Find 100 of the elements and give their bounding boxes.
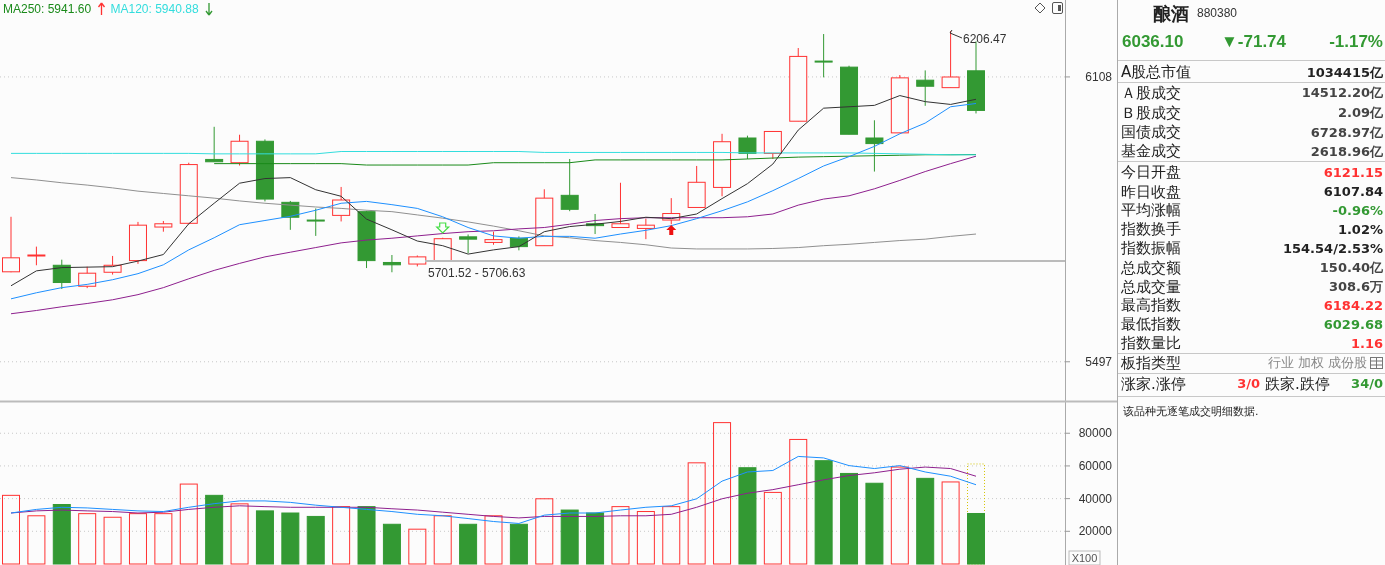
candlestick [78, 266, 97, 289]
text: 1.02% [1337, 221, 1383, 237]
candlestick [205, 126, 224, 163]
text: 1.16 [1350, 335, 1383, 351]
bar [840, 472, 859, 565]
text: 指数振幅 [1120, 239, 1181, 257]
text: 6728.97亿 [1310, 124, 1384, 140]
y-tick-label: 6108 [1085, 69, 1113, 84]
bar [941, 481, 960, 565]
text: 指数量比 [1120, 334, 1181, 352]
text: 跌家.跌停 [1265, 374, 1330, 393]
annotation: 5701.52 - 5706.63 [428, 266, 526, 280]
bar [586, 512, 605, 565]
text: 今日开盘 [1121, 163, 1181, 181]
y-tick-label: 5497 [1085, 354, 1113, 369]
line-series [10, 155, 977, 315]
bar [255, 510, 274, 565]
candlestick [230, 134, 249, 166]
candlestick [2, 216, 20, 273]
text: 行业 加权 成份股 [1267, 355, 1367, 370]
bar [382, 523, 401, 565]
text: ▼-71.74 [1221, 31, 1287, 51]
bar [332, 506, 351, 565]
text: 基金成交 [1121, 142, 1181, 160]
y-axis-title: X100 [1071, 552, 1098, 564]
bar [179, 483, 198, 565]
candlestick [814, 33, 833, 78]
text: 2.09亿 [1337, 105, 1384, 120]
text: 酿酒 [1153, 2, 1189, 24]
text: 3/0 [1237, 376, 1260, 391]
text: 6036.10 [1122, 31, 1184, 51]
text: 2618.96亿 [1310, 143, 1384, 159]
text: Ａ股成交 [1121, 83, 1181, 102]
text: 总成交额 [1120, 258, 1181, 277]
line-series [10, 466, 977, 519]
bar [2, 494, 20, 565]
candlestick [459, 234, 478, 254]
candlestick [306, 207, 325, 237]
bar [281, 512, 300, 565]
bar [890, 466, 909, 565]
bar [306, 515, 325, 565]
text: 总成交量 [1120, 277, 1181, 296]
line-series [10, 177, 977, 250]
text: MA120: 5940.88 [110, 2, 199, 16]
candlestick [738, 135, 757, 160]
candlestick [611, 182, 630, 229]
text: 14512.20亿 [1301, 85, 1384, 100]
text: 最低指数 [1121, 315, 1181, 333]
bar [535, 498, 554, 565]
bar [154, 513, 173, 565]
bar [205, 494, 224, 565]
text: 该品种无逐笔成交明细数据. [1123, 405, 1259, 418]
candlestick [636, 218, 655, 240]
y-tick-label: 60000 [1078, 458, 1113, 473]
text: 最高指数 [1121, 296, 1181, 314]
bar [484, 515, 503, 565]
candlestick [865, 119, 884, 173]
bar [78, 513, 97, 565]
bar [433, 515, 452, 565]
candlestick [916, 69, 935, 107]
text: A股总市值 [1121, 63, 1192, 81]
annotation: 6206.47 [963, 32, 1007, 46]
text: 昨日收盘 [1121, 182, 1181, 201]
text: 880380 [1197, 6, 1238, 20]
bar [230, 503, 249, 565]
bar [357, 506, 376, 565]
candlestick [560, 158, 579, 212]
bar [713, 422, 732, 565]
bar [103, 516, 122, 565]
text: 6121.15 [1323, 164, 1383, 180]
bar [408, 528, 427, 565]
candlestick [382, 254, 401, 273]
text: 34/0 [1351, 376, 1383, 391]
bar [662, 506, 681, 565]
y-tick-label: 40000 [1078, 491, 1113, 506]
bar [738, 467, 757, 565]
text: 6029.68 [1323, 316, 1383, 332]
text: 指数换手 [1120, 220, 1181, 238]
line-series [10, 455, 977, 524]
bar [459, 523, 478, 565]
bar [128, 513, 147, 565]
text: Ｂ股成交 [1121, 103, 1181, 122]
bar [636, 511, 655, 565]
text: 涨家.涨停 [1121, 374, 1186, 393]
text: 平均涨幅 [1121, 201, 1181, 219]
bar [967, 512, 985, 565]
text: 板指类型 [1120, 353, 1181, 372]
text: 6184.22 [1323, 297, 1383, 313]
bar [52, 504, 71, 565]
candlestick [763, 130, 782, 160]
text: -1.17% [1329, 31, 1383, 51]
bar [916, 477, 935, 565]
candlestick [52, 259, 71, 290]
text: -0.96% [1332, 202, 1383, 218]
bar [763, 491, 782, 565]
bar [789, 438, 808, 565]
bar [611, 506, 630, 565]
bar [865, 482, 884, 565]
text: 1034415亿 [1306, 64, 1384, 80]
candlestick [27, 246, 46, 266]
